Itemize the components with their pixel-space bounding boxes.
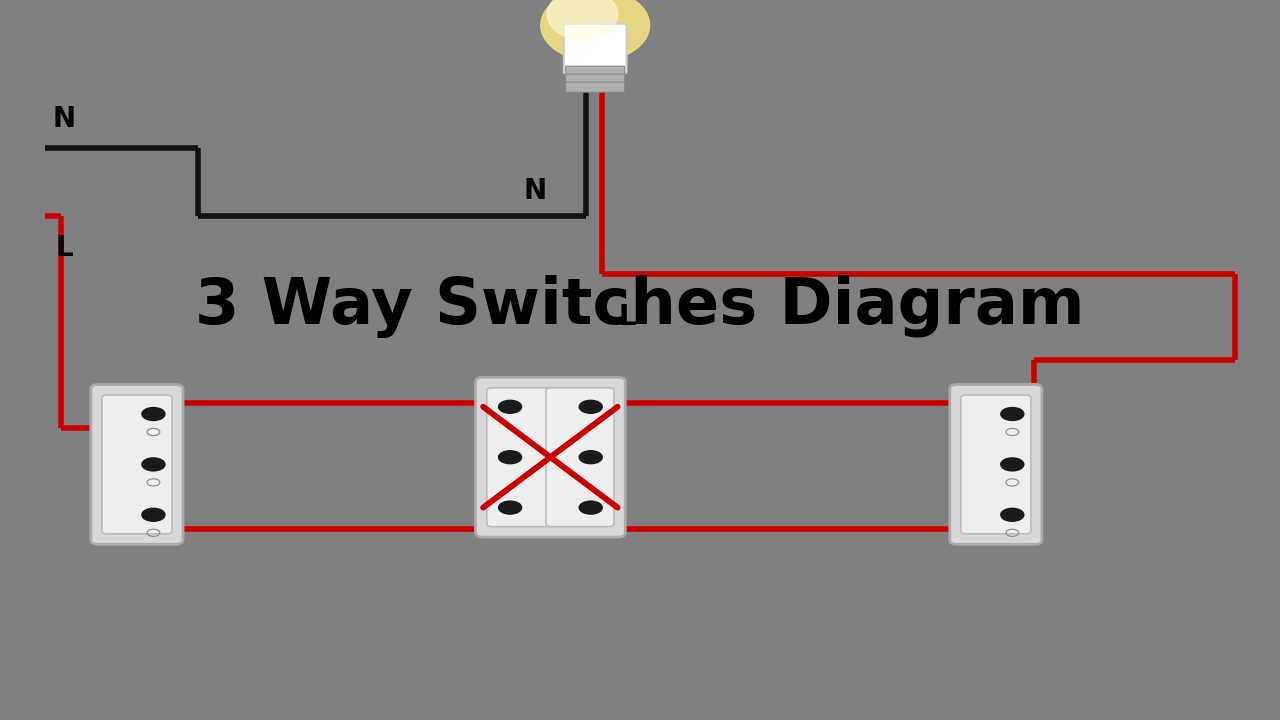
Circle shape bbox=[1001, 408, 1024, 420]
FancyBboxPatch shape bbox=[566, 66, 625, 76]
Circle shape bbox=[580, 501, 603, 514]
Circle shape bbox=[498, 400, 522, 413]
FancyBboxPatch shape bbox=[961, 395, 1030, 534]
FancyBboxPatch shape bbox=[950, 384, 1042, 544]
Circle shape bbox=[580, 400, 603, 413]
FancyBboxPatch shape bbox=[547, 388, 614, 526]
FancyBboxPatch shape bbox=[566, 82, 625, 92]
Text: N: N bbox=[52, 105, 76, 132]
Text: L: L bbox=[55, 235, 73, 262]
Circle shape bbox=[142, 458, 165, 471]
Text: N: N bbox=[524, 177, 547, 204]
Ellipse shape bbox=[541, 0, 650, 61]
FancyBboxPatch shape bbox=[486, 388, 554, 526]
FancyBboxPatch shape bbox=[566, 74, 625, 84]
Circle shape bbox=[142, 408, 165, 420]
FancyBboxPatch shape bbox=[564, 24, 627, 73]
FancyBboxPatch shape bbox=[476, 377, 625, 537]
Ellipse shape bbox=[548, 0, 618, 40]
Circle shape bbox=[1001, 458, 1024, 471]
Circle shape bbox=[498, 501, 522, 514]
Circle shape bbox=[142, 508, 165, 521]
FancyBboxPatch shape bbox=[91, 384, 183, 544]
Circle shape bbox=[580, 451, 603, 464]
Circle shape bbox=[498, 451, 522, 464]
Text: 3 Way Switches Diagram: 3 Way Switches Diagram bbox=[196, 274, 1084, 338]
FancyBboxPatch shape bbox=[102, 395, 172, 534]
Text: L: L bbox=[618, 303, 636, 330]
Circle shape bbox=[1001, 508, 1024, 521]
